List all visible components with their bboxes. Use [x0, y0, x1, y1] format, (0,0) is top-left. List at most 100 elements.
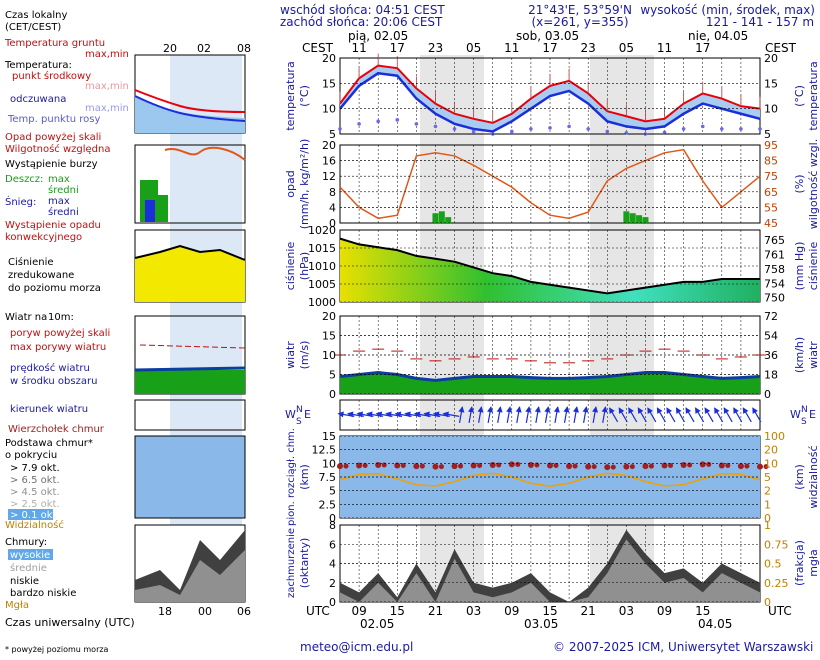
wind-arrow	[553, 406, 560, 423]
hour-label-bottom: 03	[619, 604, 634, 618]
day-label-3: nie, 04.05	[688, 29, 748, 43]
temp-tick-right: 5	[764, 128, 771, 141]
wind-arrow	[496, 406, 503, 423]
cloud-peak-dot	[362, 463, 368, 469]
precip-tick-left: 12	[322, 170, 336, 183]
legend-wind-line	[134, 366, 246, 372]
wind-arrow	[714, 407, 724, 423]
cloud-peak-dot	[458, 463, 464, 469]
legend-column: Czas lokalny (CET/CEST) 20 02 08 Tempera…	[4, 10, 251, 654]
fog-tick-right: 0.5	[764, 558, 782, 571]
fog-right-unit: (frakcja)	[793, 540, 806, 586]
wind-arrow-head	[413, 411, 421, 418]
wind-arrow-head	[394, 411, 402, 418]
utc-right: UTC	[768, 604, 792, 618]
wind-arrow-head	[366, 411, 373, 418]
wind-arrow-head	[675, 407, 682, 414]
legend-conv-2: konwekcyjnego	[5, 232, 82, 243]
dew-point	[452, 127, 457, 131]
cloud-tick-left: 0	[329, 596, 336, 609]
legend-humidity: Wilgotność względna	[5, 143, 110, 155]
wind-arrow-head	[347, 411, 354, 418]
wind-arrow	[733, 407, 743, 423]
night-band-1	[420, 55, 484, 603]
legend-hum-line	[164, 146, 246, 161]
hour-label-top: 17	[542, 41, 557, 55]
legend-temperature: Temperatura:	[4, 60, 72, 71]
axis-titles: temperatura (°C) (°C) temperatura opad (…	[284, 61, 820, 598]
hour-label-bottom: 21	[428, 604, 443, 618]
wind-arrow	[685, 407, 695, 423]
fog-tick-right: 0.75	[764, 538, 789, 551]
rain-bar	[629, 213, 636, 223]
legend-rain-mean	[158, 195, 168, 222]
hour-label-bottom: 15	[695, 604, 710, 618]
wind-arrow-head	[563, 406, 570, 413]
footer-email[interactable]: meteo@icm.edu.pl	[300, 640, 413, 654]
hour-label-bottom: 09	[351, 604, 366, 618]
hour-label-top: 11	[504, 41, 519, 55]
temp-right-title: temperatura	[807, 61, 820, 130]
wind-arrow	[573, 406, 579, 423]
rain-bar	[438, 211, 445, 223]
temp-left-unit: (°C)	[298, 85, 311, 107]
cloudbase-tick-left: 10	[322, 457, 336, 470]
wind-arrow	[647, 407, 657, 423]
pressure-tick-right: 765	[764, 234, 785, 247]
precip-left-title: opad	[284, 170, 297, 197]
dew-point	[758, 127, 762, 131]
cloud-peak-dot	[706, 461, 712, 467]
wind-arrow-head	[723, 407, 730, 414]
hour-label-top: 23	[428, 41, 443, 55]
wind-arrow-head	[618, 407, 625, 414]
precip-tick-left: 20	[322, 139, 336, 152]
coords-text: 21°43'E, 53°59'N	[528, 3, 632, 17]
dew-point	[567, 124, 571, 129]
fog-tick-right: 0.25	[764, 577, 789, 590]
wind-tick-left: 5	[329, 369, 336, 382]
dew-point	[510, 129, 514, 134]
legend-dew: Temp. punktu rosy	[7, 114, 100, 125]
cloudbase-tick-left: 15	[322, 430, 336, 443]
humidity-tick-right: 85	[764, 155, 778, 168]
wind-arrow	[515, 406, 522, 423]
wind-left-title: wiatr	[284, 341, 297, 369]
vis-right-unit: (km)	[793, 464, 806, 490]
pressure-tick-left: 1020	[308, 224, 336, 237]
cloud-peak-dot	[661, 462, 668, 469]
wind-tick-left: 10	[322, 349, 336, 362]
wind-arrow-head	[356, 411, 364, 418]
compass-e-right: E	[809, 408, 816, 421]
wind-arrow-head	[637, 407, 644, 414]
legend-low: niskie	[10, 576, 39, 587]
compass-s-left: S	[296, 417, 302, 427]
fog-tick-right: 1	[764, 519, 771, 532]
tick-layer: 5101520510152004812162045556575859510001…	[308, 52, 789, 609]
cloud-peak-dot	[757, 463, 763, 470]
altitude-title: wysokość (min, środek, max)	[640, 3, 815, 17]
legend-mid: punkt środkowy	[12, 70, 91, 82]
dew-point	[720, 127, 724, 131]
legend-cloud-panel	[134, 435, 246, 519]
wind-arrow-head	[733, 407, 739, 414]
cloud-tick-left: 4	[329, 558, 336, 571]
legend-okt65: > 6.5 okt.	[10, 475, 60, 486]
temp-tick-left: 20	[322, 52, 336, 65]
dew-point	[605, 129, 610, 134]
legend-temp-fill	[135, 95, 245, 133]
precip-tick-left: 0	[329, 217, 336, 230]
wind-arrow	[637, 407, 647, 423]
wind-arrow-head	[515, 406, 522, 413]
dir-layer	[337, 406, 762, 423]
legend-press-line	[134, 244, 246, 261]
dew-point	[433, 124, 438, 129]
cloud-peak-dot	[413, 463, 420, 470]
legend-high: wysokie	[10, 550, 50, 561]
wind-tick-left: 20	[322, 310, 336, 323]
dew-point	[395, 118, 400, 122]
cloud-peak-dot	[527, 461, 534, 468]
compass-e-left: E	[304, 408, 311, 421]
humidity-line	[339, 148, 761, 220]
pressure-tick-right: 750	[764, 292, 785, 305]
time-labels: CEST CEST pią, 02.05 sob, 03.05 nie, 04.…	[302, 29, 797, 631]
